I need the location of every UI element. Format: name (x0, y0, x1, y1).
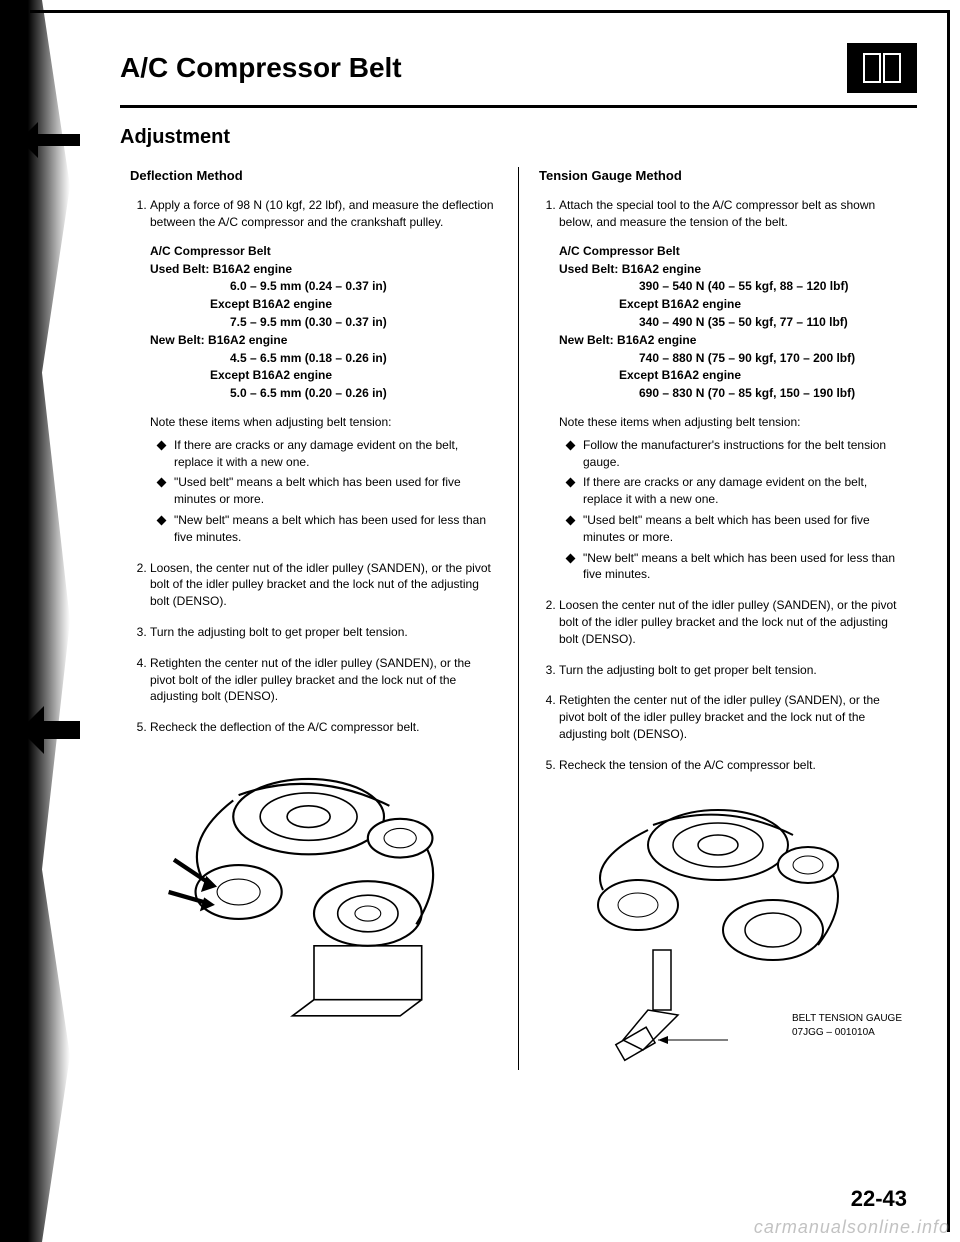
page-number: 22-43 (851, 1186, 907, 1212)
spec-value: 740 – 880 N (75 – 90 kgf, 170 – 200 lbf) (559, 350, 907, 367)
engine-type: Except B16A2 engine (559, 296, 907, 313)
note-item: "New belt" means a belt which has been u… (158, 512, 498, 546)
page-title: A/C Compressor Belt (120, 52, 402, 84)
note-item: Follow the manufacturer's instructions f… (567, 437, 907, 471)
left-spec-block: A/C Compressor Belt Used Belt: B16A2 eng… (150, 243, 498, 402)
gauge-label: BELT TENSION GAUGE 07JGG – 001010A (792, 1012, 902, 1040)
left-step-2: Loosen, the center nut of the idler pull… (150, 560, 498, 610)
engine-type: B16A2 engine (622, 262, 701, 276)
step-text: Apply a force of 98 N (10 kgf, 22 lbf), … (150, 198, 494, 229)
note-item: "Used belt" means a belt which has been … (158, 474, 498, 508)
right-step-5: Recheck the tension of the A/C compresso… (559, 757, 907, 774)
left-step-5: Recheck the deflection of the A/C compre… (150, 719, 498, 736)
left-diagram (130, 752, 498, 1032)
right-diagram: BELT TENSION GAUGE 07JGG – 001010A (539, 790, 907, 1070)
notes-intro: Note these items when adjusting belt ten… (559, 414, 907, 431)
right-step-1: Attach the special tool to the A/C compr… (559, 197, 907, 583)
spec-value: 340 – 490 N (35 – 50 kgf, 77 – 110 lbf) (559, 314, 907, 331)
gauge-part-number: 07JGG – 001010A (792, 1026, 902, 1040)
spec-value: 4.5 – 6.5 mm (0.18 – 0.26 in) (150, 350, 498, 367)
pulley-diagram-icon (130, 752, 498, 1032)
gauge-name: BELT TENSION GAUGE (792, 1012, 902, 1026)
up-arrow-icon (863, 53, 881, 83)
right-spec-block: A/C Compressor Belt Used Belt: B16A2 eng… (559, 243, 907, 402)
watermark: carmanualsonline.info (754, 1217, 950, 1238)
right-notes: Follow the manufacturer's instructions f… (559, 437, 907, 583)
deflection-method-title: Deflection Method (130, 167, 498, 185)
step-text: Attach the special tool to the A/C compr… (559, 198, 875, 229)
engine-type: B16A2 engine (617, 333, 696, 347)
page-container: A/C Compressor Belt Adjustment Deflectio… (30, 10, 950, 1232)
left-steps: Apply a force of 98 N (10 kgf, 22 lbf), … (130, 197, 498, 736)
spec-heading: A/C Compressor Belt (150, 243, 498, 260)
page-header: A/C Compressor Belt (120, 43, 917, 108)
left-step-4: Retighten the center nut of the idler pu… (150, 655, 498, 705)
right-step-4: Retighten the center nut of the idler pu… (559, 692, 907, 742)
left-notes: If there are cracks or any damage eviden… (150, 437, 498, 546)
spec-value: 6.0 – 9.5 mm (0.24 – 0.37 in) (150, 278, 498, 295)
note-item: If there are cracks or any damage eviden… (158, 437, 498, 471)
left-step-3: Turn the adjusting bolt to get proper be… (150, 624, 498, 641)
page-binding (0, 0, 70, 1242)
engine-type: B16A2 engine (208, 333, 287, 347)
notes-intro: Note these items when adjusting belt ten… (150, 414, 498, 431)
engine-type: Except B16A2 engine (150, 367, 498, 384)
spec-value: 7.5 – 9.5 mm (0.30 – 0.37 in) (150, 314, 498, 331)
engine-type: B16A2 engine (213, 262, 292, 276)
section-title: Adjustment (120, 126, 917, 149)
right-column: Tension Gauge Method Attach the special … (519, 167, 917, 1070)
right-step-3: Turn the adjusting bolt to get proper be… (559, 662, 907, 679)
spec-value: 390 – 540 N (40 – 55 kgf, 88 – 120 lbf) (559, 278, 907, 295)
used-belt-label: Used Belt: (559, 261, 618, 278)
left-column: Deflection Method Apply a force of 98 N … (120, 167, 519, 1070)
engine-type: Except B16A2 engine (559, 367, 907, 384)
tension-method-title: Tension Gauge Method (539, 167, 907, 185)
left-step-1: Apply a force of 98 N (10 kgf, 22 lbf), … (150, 197, 498, 545)
note-item: "New belt" means a belt which has been u… (567, 550, 907, 584)
right-steps: Attach the special tool to the A/C compr… (539, 197, 907, 773)
header-nav-icon (847, 43, 917, 93)
right-step-2: Loosen the center nut of the idler pulle… (559, 597, 907, 647)
spec-value: 5.0 – 6.5 mm (0.20 – 0.26 in) (150, 385, 498, 402)
new-belt-label: New Belt: (150, 332, 205, 349)
spec-value: 690 – 830 N (70 – 85 kgf, 150 – 190 lbf) (559, 385, 907, 402)
engine-type: Except B16A2 engine (150, 296, 498, 313)
spec-heading: A/C Compressor Belt (559, 243, 907, 260)
new-belt-label: New Belt: (559, 332, 614, 349)
down-arrow-icon (883, 53, 901, 83)
note-item: If there are cracks or any damage eviden… (567, 474, 907, 508)
note-item: "Used belt" means a belt which has been … (567, 512, 907, 546)
used-belt-label: Used Belt: (150, 261, 209, 278)
